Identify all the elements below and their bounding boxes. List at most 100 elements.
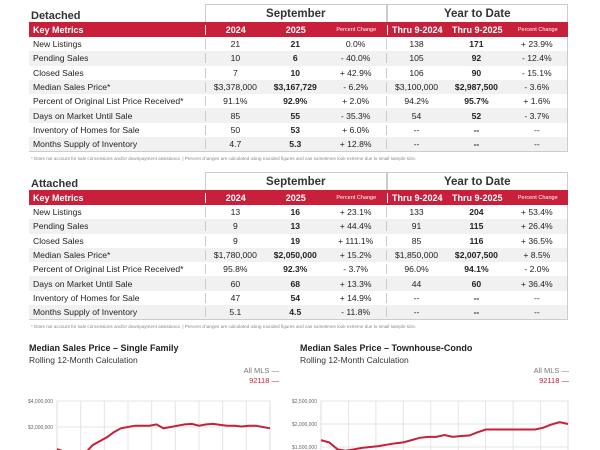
- metric-value: - 6.2%: [343, 82, 369, 93]
- metric-value: 4.5: [289, 307, 302, 318]
- metric-value: 106: [385, 67, 446, 78]
- column-header: Thru 9-2025: [451, 24, 503, 35]
- table-row: Days on Market Until Sale 85 55 - 35.3% 54 52…: [29, 108, 567, 123]
- metric-value: 21: [290, 39, 301, 50]
- column-header: 2024: [205, 24, 266, 35]
- metric-value: 10: [204, 53, 265, 64]
- metric-value: 94.1%: [464, 264, 489, 275]
- column-header: 2025: [285, 192, 306, 203]
- group-header-month: September: [205, 172, 387, 190]
- metric-value: - 11.8%: [341, 307, 371, 318]
- table-body: New Listings 13 16 + 23.1% 133 204 + 53.4% Pend…: [29, 205, 568, 321]
- metric-value: --: [385, 292, 446, 303]
- metric-value: + 44.4%: [339, 221, 372, 232]
- metric-value: 105: [385, 53, 446, 64]
- header-row: Key Metrics 2024 2025 Percent Change Thru 9-…: [29, 190, 568, 205]
- table-title: Attached: [31, 178, 79, 190]
- metric-value: --: [533, 292, 540, 303]
- table-row: Pending Sales 10 6 - 40.0% 105 92 - 12.4%: [29, 51, 567, 66]
- table-row: Inventory of Homes for Sale 50 53 + 6.0% -- -…: [29, 123, 567, 137]
- table-row: Median Sales Price* $1,780,000 $2,050,000 +…: [29, 247, 567, 263]
- attached-table: Attached September Year to Date Key Metrics…: [29, 172, 568, 329]
- column-header: Percent Change: [336, 26, 377, 33]
- plot-area: [56, 400, 271, 450]
- metric-value: $2,007,500: [454, 250, 498, 261]
- metric-value: 96.0%: [385, 264, 446, 275]
- metric-value: - 3.7%: [343, 264, 369, 275]
- metric-value: + 53.4%: [520, 207, 553, 218]
- column-header: Thru 9-2024: [386, 192, 448, 203]
- metric-value: - 35.3%: [340, 110, 371, 121]
- metric-value: - 15.1%: [522, 67, 552, 78]
- metric-value: 115: [469, 221, 484, 232]
- group-header-ytd: Year to Date: [386, 172, 568, 190]
- metric-value: + 15.2%: [339, 250, 372, 261]
- metric-value: 5.1: [204, 307, 265, 318]
- metric-value: + 42.9%: [339, 67, 372, 78]
- metric-label: Percent of Original List Price Received*: [33, 264, 184, 275]
- metric-label: New Listings: [33, 207, 82, 218]
- metric-value: 91.1%: [204, 96, 265, 107]
- metric-label: Inventory of Homes for Sale: [33, 292, 140, 303]
- metric-value: 50: [204, 124, 265, 135]
- metric-value: + 1.6%: [523, 96, 551, 107]
- metric-label: Inventory of Homes for Sale: [33, 124, 140, 135]
- legend-92118: 92118 —: [539, 376, 569, 385]
- legend: All MLS — 92118 —: [29, 366, 279, 386]
- metric-value: 55: [290, 110, 301, 121]
- table-title-row: Detached September Year to Date: [29, 4, 568, 22]
- detached-table: Detached September Year to Date Key Metrics…: [29, 4, 568, 161]
- legend: All MLS — 92118 —: [300, 366, 569, 386]
- table-title-row: Attached September Year to Date: [29, 172, 568, 190]
- table-row: Days on Market Until Sale 60 68 + 13.3% 44 60…: [29, 276, 567, 291]
- metric-value: + 111.1%: [338, 235, 374, 246]
- table-row: Percent of Original List Price Received*…: [29, 94, 567, 108]
- y-tick-label: $3,000,000: [28, 425, 53, 431]
- series-line-92118: [320, 421, 569, 450]
- metric-value: $1,850,000: [385, 250, 446, 261]
- metric-value: - 2.0%: [524, 264, 550, 275]
- table-row: Months Supply of Inventory 5.1 4.5 - 11.8% -…: [29, 305, 567, 320]
- metric-value: 68: [290, 278, 301, 289]
- metric-label: Closed Sales: [33, 235, 84, 246]
- metric-value: 133: [385, 207, 446, 218]
- legend-92118: 92118 —: [249, 376, 279, 385]
- y-tick-label: $2,500,000: [292, 399, 317, 405]
- metric-value: 171: [469, 39, 484, 50]
- metric-value: + 23.1%: [339, 207, 372, 218]
- metric-value: 10: [290, 67, 301, 78]
- metric-value: 91: [385, 221, 446, 232]
- footnote: * Does not account for sale concessions …: [31, 156, 417, 162]
- metric-value: 204: [469, 207, 484, 218]
- metric-value: --: [473, 307, 480, 318]
- metric-value: 90: [471, 67, 482, 78]
- metric-label: Pending Sales: [33, 53, 89, 64]
- y-tick-label: $1,500,000: [292, 445, 317, 450]
- metric-value: - 40.0%: [340, 53, 371, 64]
- metric-value: + 2.0%: [342, 96, 370, 107]
- chart-single-family: Median Sales Price – Single Family Rolli…: [29, 343, 279, 386]
- metric-value: 53: [290, 124, 301, 135]
- metric-value: 5.3: [289, 139, 302, 150]
- metric-value: + 14.9%: [339, 292, 372, 303]
- metric-value: 94.2%: [385, 96, 446, 107]
- metric-value: 4.7: [204, 139, 265, 150]
- metric-value: + 36.5%: [520, 235, 553, 246]
- column-header: 2025: [285, 24, 306, 35]
- metric-value: 16: [290, 207, 301, 218]
- metric-value: --: [385, 139, 446, 150]
- metric-value: 92.3%: [283, 264, 308, 275]
- table-row: Closed Sales 7 10 + 42.9% 106 90 - 15.1%: [29, 66, 567, 80]
- column-header: Percent Change: [517, 26, 558, 33]
- metric-value: - 3.7%: [524, 110, 550, 121]
- column-header: Percent Change: [336, 194, 377, 201]
- table-row: Inventory of Homes for Sale 47 54 + 14.9% --…: [29, 291, 567, 305]
- metric-value: + 8.5%: [523, 250, 551, 261]
- metric-value: --: [473, 139, 480, 150]
- header-row: Key Metrics 2024 2025 Percent Change Thru 9-…: [29, 22, 568, 37]
- metric-label: Median Sales Price*: [33, 250, 111, 261]
- metric-value: + 26.4%: [520, 221, 553, 232]
- metric-value: --: [473, 292, 480, 303]
- column-header: Thru 9-2025: [451, 192, 503, 203]
- metric-value: 13: [204, 207, 265, 218]
